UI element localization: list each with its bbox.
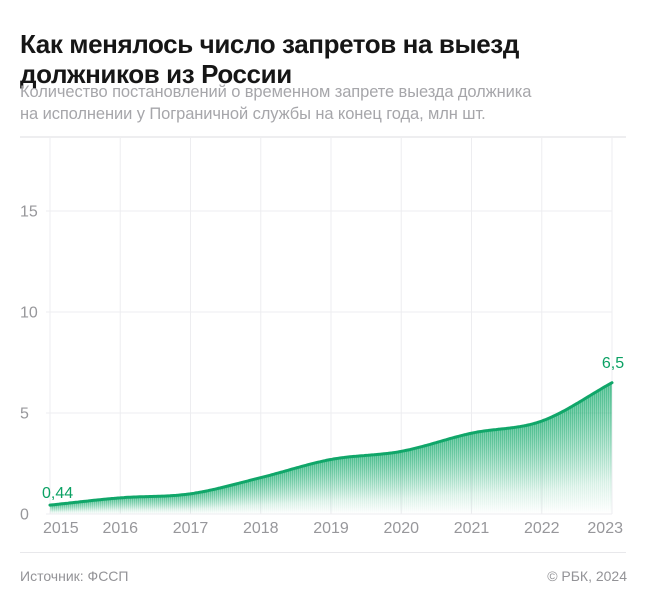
area-chart: 0 5 10 15 2015 2016 2017 2018 2019 2020 2021 2022 20… xyxy=(0,135,646,547)
y-tick-label: 0 xyxy=(20,507,29,524)
x-tick-label: 2018 xyxy=(243,520,279,537)
chart-subtitle: Количество постановлений о временном зап… xyxy=(20,82,610,125)
trend-line xyxy=(48,381,614,507)
chart-subtitle-line-2: на исполнении у Пограничной службы на ко… xyxy=(20,104,486,123)
x-tick-label: 2016 xyxy=(102,520,138,537)
x-tick-label: 2023 xyxy=(587,520,623,537)
x-tick-label: 2017 xyxy=(173,520,209,537)
value-label-last: 6,5 xyxy=(602,355,624,372)
x-axis-labels: 2015 2016 2017 2018 2019 2020 2021 2022 2023 xyxy=(43,520,623,537)
footer-divider xyxy=(20,552,626,553)
x-tick-label: 2022 xyxy=(524,520,560,537)
chart-subtitle-line-1: Количество постановлений о временном зап… xyxy=(20,83,532,101)
page-title-line-2: должников из России xyxy=(20,59,292,90)
value-label-first: 0,44 xyxy=(42,485,73,502)
source-label: Источник: ФССП xyxy=(20,568,129,584)
page-title: Как менялось число запретов на выезд дол… xyxy=(20,29,600,89)
y-tick-label: 10 xyxy=(20,305,38,322)
copyright-label: © РБК, 2024 xyxy=(547,568,627,584)
y-tick-label: 15 xyxy=(20,204,38,221)
y-tick-label: 5 xyxy=(20,406,29,423)
x-tick-label: 2021 xyxy=(454,520,490,537)
y-axis-labels: 0 5 10 15 xyxy=(20,204,38,524)
area-fill xyxy=(50,382,612,514)
page-title-line-1: Как менялось число запретов на выезд xyxy=(20,29,519,60)
x-tick-label: 2019 xyxy=(313,520,349,537)
x-tick-label: 2020 xyxy=(383,520,419,537)
x-tick-label: 2015 xyxy=(43,520,79,537)
